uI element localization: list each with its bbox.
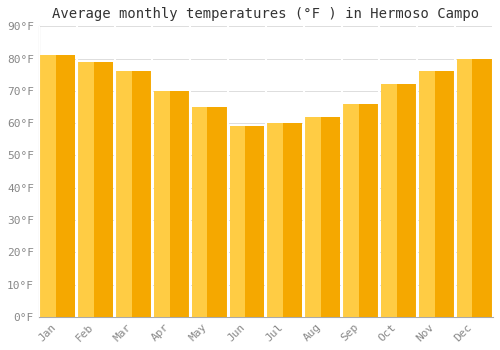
Bar — [381, 84, 396, 317]
Bar — [154, 91, 170, 317]
Bar — [419, 71, 454, 317]
Bar — [230, 126, 264, 317]
Bar — [343, 104, 359, 317]
Bar — [192, 107, 208, 317]
Bar — [116, 71, 132, 317]
Bar — [306, 117, 321, 317]
Bar — [40, 55, 75, 317]
Bar — [40, 55, 56, 317]
Bar — [343, 104, 378, 317]
Bar — [456, 58, 492, 317]
Bar — [192, 107, 226, 317]
Bar — [419, 71, 434, 317]
Bar — [78, 62, 113, 317]
Bar — [154, 91, 188, 317]
Bar — [306, 117, 340, 317]
Bar — [456, 58, 472, 317]
Bar — [230, 126, 246, 317]
Bar — [78, 62, 94, 317]
Title: Average monthly temperatures (°F ) in Hermoso Campo: Average monthly temperatures (°F ) in He… — [52, 7, 480, 21]
Bar — [381, 84, 416, 317]
Bar — [268, 123, 283, 317]
Bar — [268, 123, 302, 317]
Bar — [116, 71, 151, 317]
